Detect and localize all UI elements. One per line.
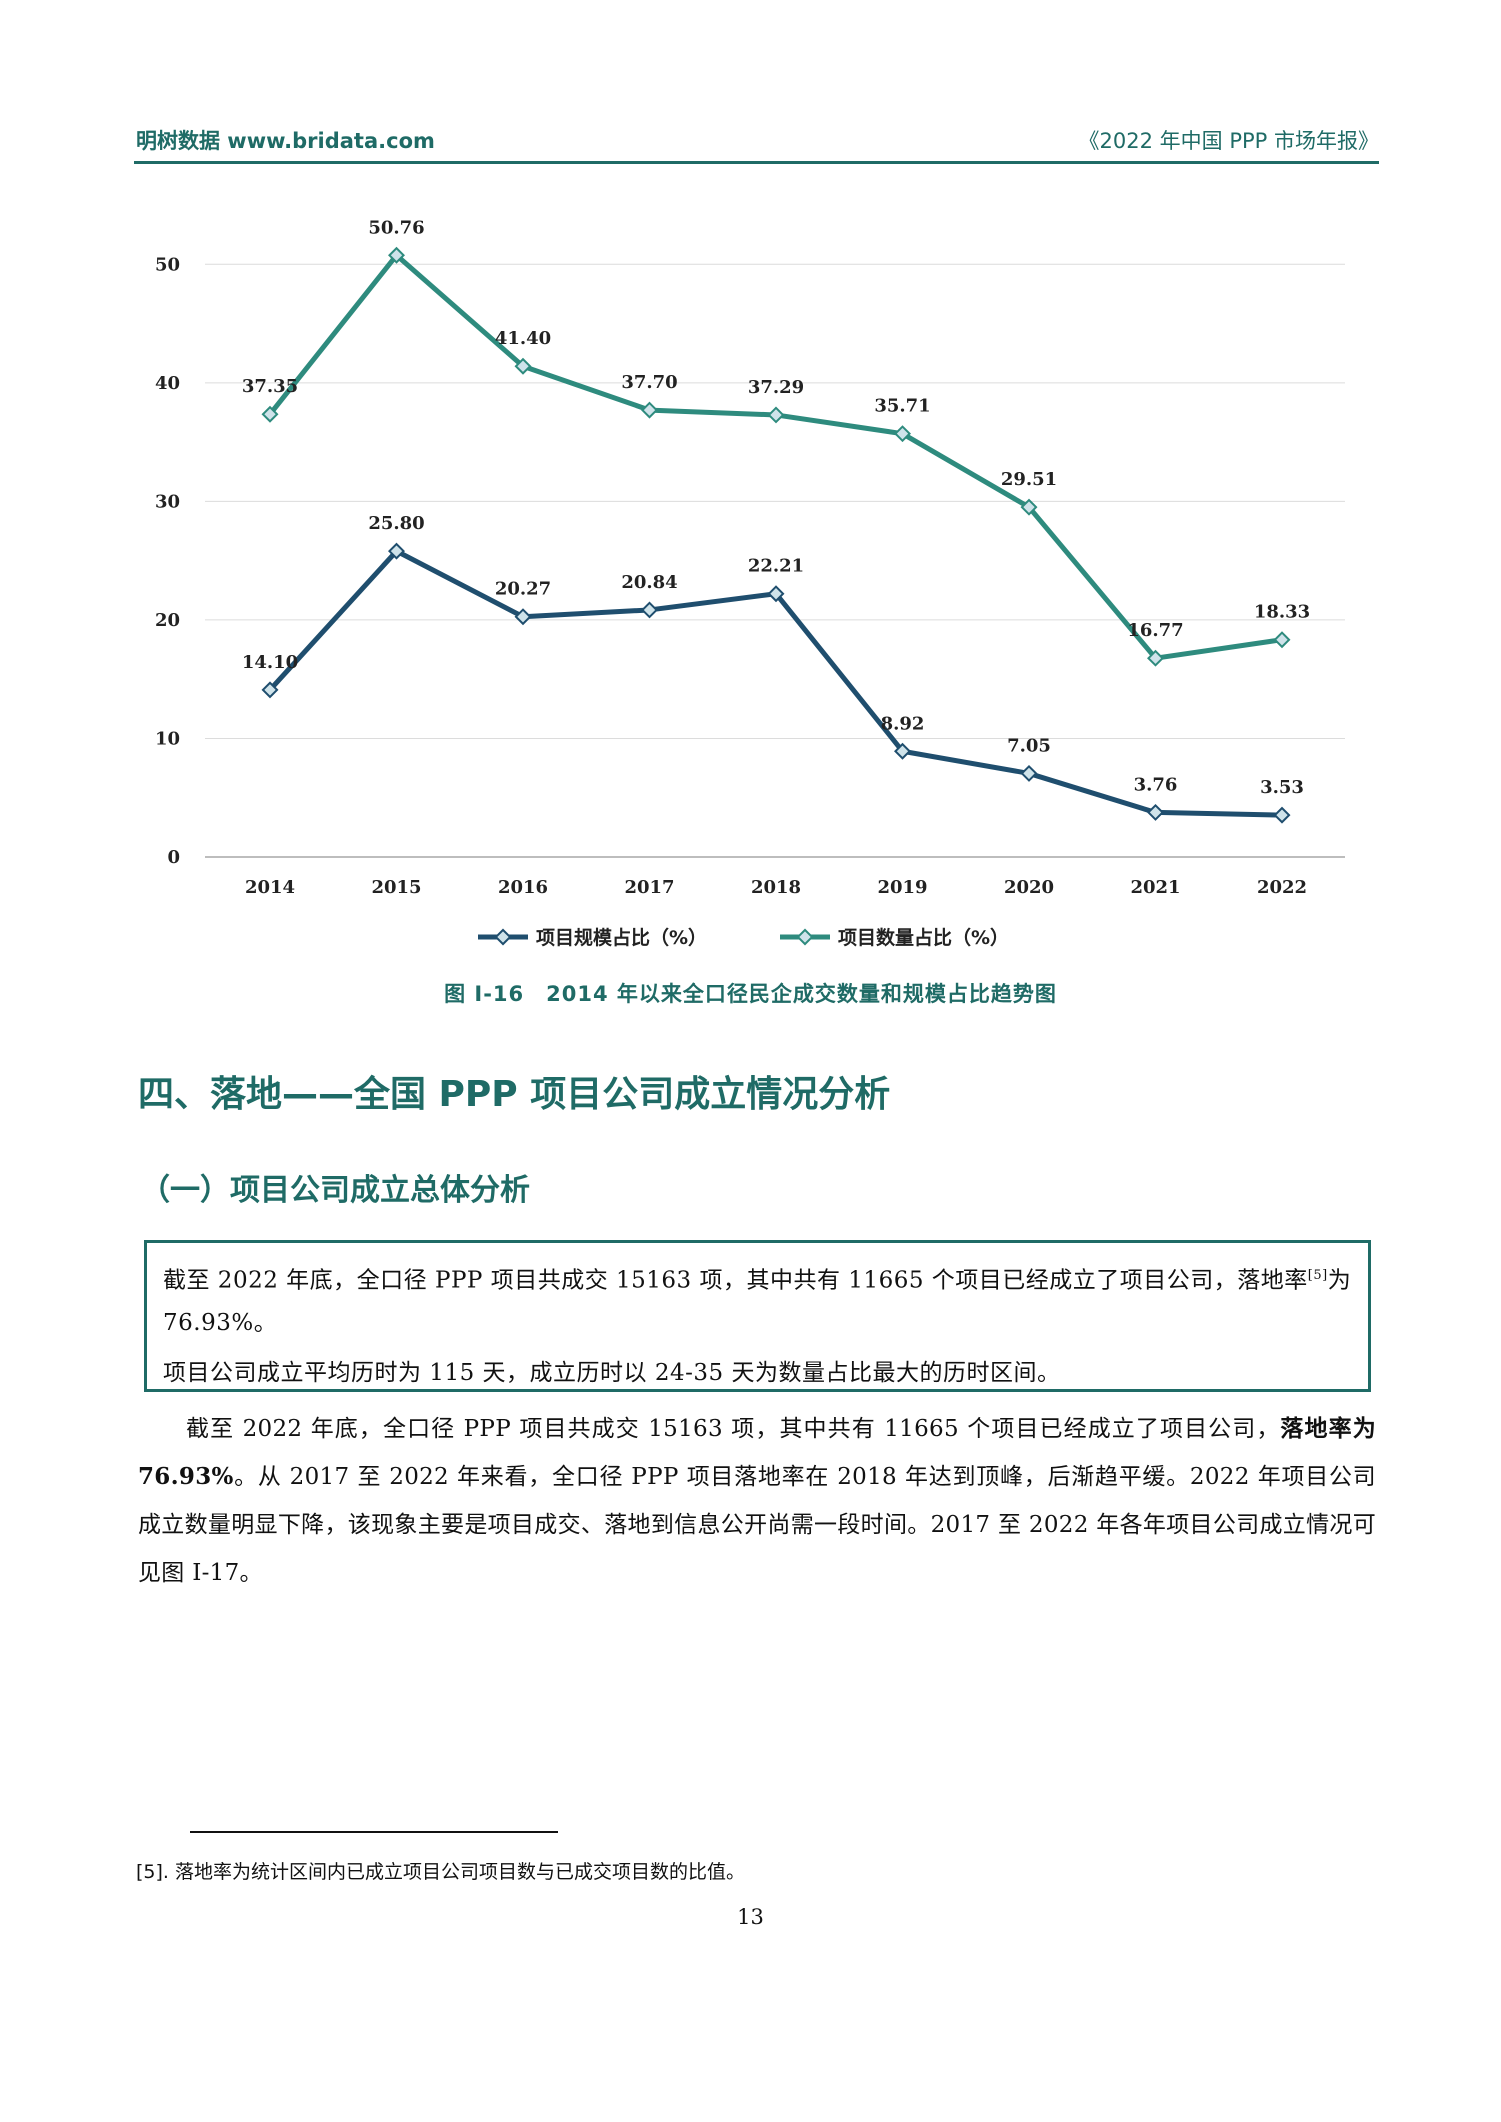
y-tick-label: 20	[155, 610, 180, 631]
data-point	[641, 401, 658, 419]
header-right: 《2022 年中国 PPP 市场年报》	[1078, 129, 1379, 153]
data-point	[1273, 806, 1291, 824]
header-left: 明树数据 www.bridata.com	[136, 129, 435, 153]
data-point	[894, 742, 911, 760]
data-point	[514, 357, 532, 375]
chart-gridlines	[205, 263, 1345, 858]
data-label: 41.40	[495, 328, 551, 349]
data-label: 29.51	[1001, 469, 1057, 490]
x-tick-label: 2014	[245, 877, 295, 898]
data-point	[894, 425, 911, 443]
y-tick-label: 10	[155, 728, 180, 749]
data-point	[1020, 764, 1038, 782]
data-label: 3.76	[1134, 774, 1178, 795]
footnote-divider	[190, 1831, 558, 1833]
data-point	[261, 681, 279, 699]
chart-x-axis: 2014 2015 2016 2017 2018 2019 2020 2021 2022	[245, 877, 1307, 898]
data-point	[1147, 803, 1164, 821]
data-label: 50.76	[368, 217, 424, 238]
legend-marker	[796, 928, 814, 946]
x-tick-label: 2022	[1257, 877, 1307, 898]
x-tick-label: 2020	[1004, 877, 1054, 898]
body-part-2: 。从 2017 至 2022 年来看，全口径 PPP 项目落地率在 2018 年…	[138, 1464, 1376, 1586]
data-label: 8.92	[881, 713, 925, 734]
trend-line-chart: 0 10 20 30 40 50 2014 2015 2016 2017 2018 2019 2020…	[155, 217, 1345, 949]
body-paragraph: 截至 2022 年底，全口径 PPP 项目共成交 15163 项，其中共有 11…	[138, 1405, 1376, 1597]
data-label: 25.80	[368, 513, 424, 534]
x-tick-label: 2018	[751, 877, 801, 898]
page-number: 13	[737, 1905, 764, 1929]
legend-label: 项目规模占比（%）	[536, 926, 707, 949]
data-point	[261, 405, 279, 423]
chart-legend: 项目规模占比（%） 项目数量占比（%）	[478, 926, 1009, 949]
summary-line-2: 项目公司成立平均历时为 115 天，成立历时以 24-35 天为数量占比最大的历…	[163, 1359, 1061, 1386]
legend-marker	[494, 928, 512, 946]
subsection-title: （一）项目公司成立总体分析	[140, 1173, 530, 1208]
figure-caption: 图 I-16 2014 年以来全口径民企成交数量和规模占比趋势图	[444, 982, 1057, 1006]
summary-box: 截至 2022 年底，全口径 PPP 项目共成交 15163 项，其中共有 11…	[144, 1240, 1371, 1392]
footnote: [5]. 落地率为统计区间内已成立项目公司项目数与已成交项目数的比值。	[136, 1861, 745, 1883]
x-tick-label: 2015	[371, 877, 421, 898]
data-point	[388, 542, 405, 560]
data-point	[767, 585, 785, 603]
summary-line-1-text: 截至 2022 年底，全口径 PPP 项目共成交 15163 项，其中共有 11…	[163, 1267, 1308, 1294]
data-label: 20.84	[621, 572, 677, 593]
data-point	[514, 608, 532, 626]
y-tick-label: 0	[167, 847, 180, 868]
summary-line-1-end: 为 76.93%。	[163, 1267, 1352, 1336]
data-point	[1273, 631, 1291, 649]
data-label: 37.70	[621, 372, 677, 393]
data-point	[767, 406, 785, 424]
header-divider	[134, 161, 1379, 164]
chart-series	[261, 246, 1291, 824]
x-tick-label: 2019	[877, 877, 927, 898]
body-bold: 落地率为 76.93%	[138, 1415, 1376, 1490]
data-point	[1020, 498, 1038, 516]
data-label: 16.77	[1127, 620, 1183, 641]
y-tick-label: 50	[155, 254, 180, 275]
x-tick-label: 2017	[624, 877, 674, 898]
body-part-1: 截至 2022 年底，全口径 PPP 项目共成交 15163 项，其中共有 11…	[186, 1416, 1281, 1442]
x-tick-label: 2021	[1130, 877, 1180, 898]
data-point	[1147, 649, 1164, 667]
data-label: 7.05	[1007, 735, 1051, 756]
y-tick-label: 30	[155, 491, 180, 512]
y-tick-label: 40	[155, 373, 180, 394]
x-tick-label: 2016	[498, 877, 548, 898]
data-label: 37.35	[242, 376, 298, 397]
data-label: 37.29	[748, 377, 804, 398]
chart-y-axis: 0 10 20 30 40 50	[155, 254, 180, 868]
data-label: 18.33	[1254, 602, 1310, 623]
chart-data-labels: 14.10 25.80 20.27 20.84 22.21 8.92 7.05 3.76 3.5…	[242, 217, 1310, 798]
section-title: 四、落地——全国 PPP 项目公司成立情况分析	[138, 1074, 891, 1115]
data-point	[641, 601, 658, 619]
data-label: 22.21	[748, 556, 804, 577]
data-point	[388, 246, 405, 264]
footnote-mark[interactable]: [5]	[1307, 1268, 1328, 1283]
data-label: 3.53	[1260, 777, 1304, 798]
summary-line-1: 截至 2022 年底，全口径 PPP 项目共成交 15163 项，其中共有 11…	[163, 1255, 1356, 1344]
legend-label: 项目数量占比（%）	[838, 926, 1009, 949]
data-label: 35.71	[874, 396, 930, 417]
data-label: 20.27	[495, 579, 551, 600]
data-label: 14.10	[242, 652, 298, 673]
